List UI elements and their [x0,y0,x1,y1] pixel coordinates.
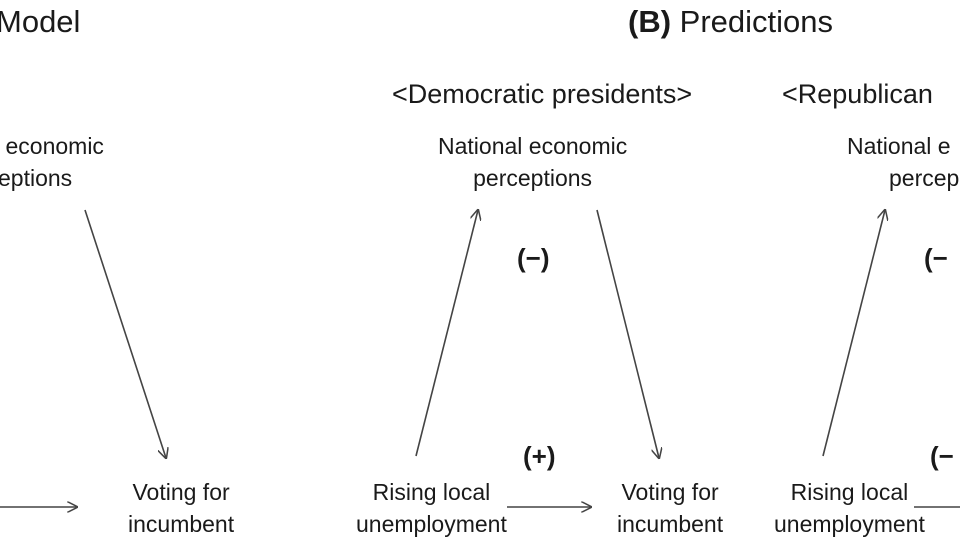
node-line: Voting for [132,479,230,505]
node-line: l economic [0,133,104,159]
node-line: National economic [438,133,628,159]
node-line: percep [889,165,960,191]
panel-b-title: (B) Predictions [628,4,833,40]
dem-sign-direct-effect: (+) [523,441,556,471]
node-line: incumbent [617,511,724,537]
node-line: Rising local [372,479,491,505]
panel-a-national-perceptions-node: l economic eptions [0,130,104,194]
panel-a-arrow-perceptions-to-voting [84,209,166,458]
rep-sign-perceptions-to-voting: (− [924,243,948,273]
node-line: Voting for [621,479,719,505]
node-line: eptions [0,165,73,191]
dem-arrow-perceptions-to-voting [596,209,659,458]
panel-b-label: (B) [628,4,672,39]
rep-unemployment-node: Rising local unemployment [774,476,925,540]
panel-a-title: Model [0,4,81,39]
dem-national-perceptions-node: National economic perceptions [438,130,627,194]
node-line: National e [847,133,951,159]
rep-sign-direct-effect: (− [930,441,954,471]
node-line: unemployment [356,511,507,537]
dem-sign-perceptions-to-voting: (−) [517,243,550,273]
panel-b-title-text: Predictions [679,4,834,39]
dem-arrow-unemployment-to-perceptions [415,210,478,457]
node-line: incumbent [128,511,235,537]
rep-national-perceptions-node: National e percep [847,130,959,194]
node-line: unemployment [774,511,925,537]
dem-unemployment-node: Rising local unemployment [356,476,507,540]
dem-voting-node: Voting for incumbent [617,476,723,540]
panel-a-voting-node: Voting for incumbent [128,476,234,540]
democratic-header: <Democratic presidents> [392,79,693,109]
node-line: Rising local [790,479,909,505]
rep-arrow-unemployment-to-perceptions [822,210,885,457]
republican-header: <Republican [782,79,933,109]
node-line: perceptions [473,165,593,191]
